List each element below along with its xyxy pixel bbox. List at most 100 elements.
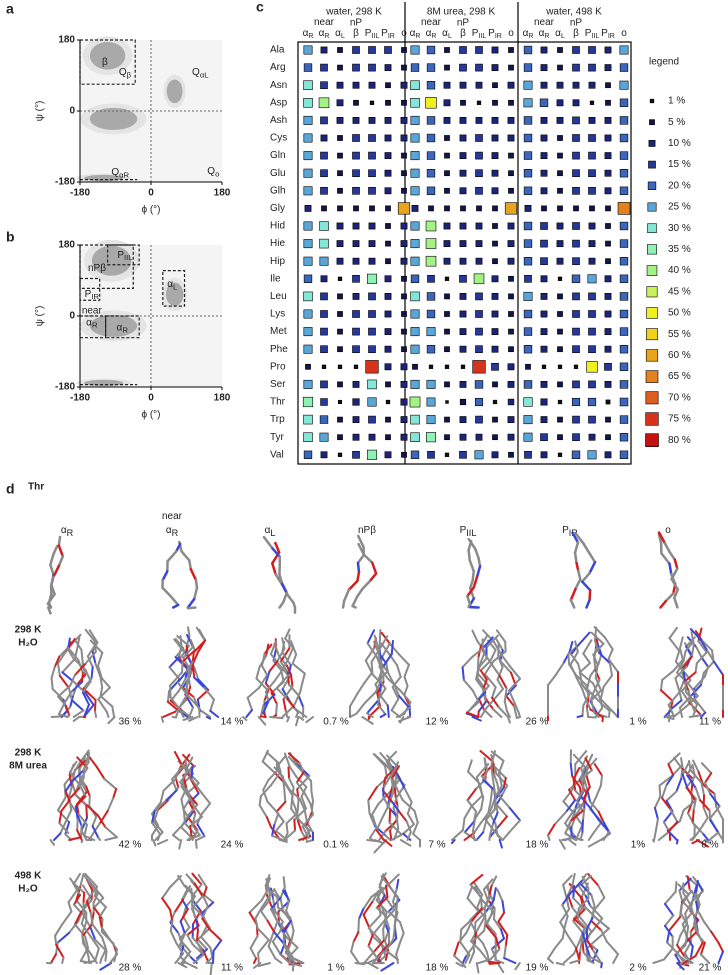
bond — [265, 886, 279, 899]
bond — [49, 563, 55, 577]
bond — [589, 795, 598, 811]
residue-title: Thr — [28, 482, 44, 493]
bond — [659, 689, 674, 702]
population-square — [572, 186, 580, 195]
bond — [295, 716, 300, 727]
bond — [300, 795, 308, 810]
residue-label: Gln — [270, 150, 286, 161]
bond — [693, 675, 707, 690]
bond — [50, 715, 63, 718]
bond — [668, 637, 681, 652]
population-square — [459, 398, 467, 406]
bond — [403, 685, 409, 697]
bond — [397, 775, 406, 790]
bond — [265, 816, 272, 828]
bond — [412, 821, 419, 835]
x-tick-label: 0 — [148, 188, 154, 199]
bond — [363, 671, 373, 684]
bond — [285, 592, 295, 605]
bond — [168, 874, 182, 889]
bond — [598, 651, 611, 665]
bond — [612, 953, 619, 964]
molecule — [46, 535, 65, 615]
bond — [593, 657, 597, 672]
population-square — [540, 116, 548, 124]
condition-label: H₂O — [18, 884, 38, 895]
population-square — [320, 310, 328, 318]
label: αR — [86, 317, 98, 330]
bond — [174, 647, 185, 659]
bond — [591, 820, 603, 836]
bond — [692, 703, 699, 716]
bond — [580, 776, 585, 791]
bond — [375, 829, 385, 841]
bond — [94, 710, 98, 718]
bond — [169, 671, 184, 687]
bond — [71, 770, 84, 783]
bond — [574, 750, 588, 766]
bond — [242, 716, 248, 722]
molecule — [341, 534, 378, 609]
population-square — [410, 291, 420, 302]
bond — [392, 926, 396, 941]
bond — [399, 921, 405, 935]
population-square — [459, 63, 467, 72]
bond — [262, 699, 270, 715]
molecule — [258, 749, 314, 843]
bond — [492, 829, 504, 841]
bond — [271, 940, 282, 956]
bond — [477, 556, 482, 568]
bond — [387, 873, 400, 886]
population-square — [444, 152, 450, 159]
bond — [472, 940, 476, 953]
bond — [562, 883, 568, 898]
population-square — [475, 433, 483, 441]
population-square — [400, 416, 408, 424]
bond — [482, 636, 494, 649]
bond — [186, 597, 196, 609]
population-square — [400, 240, 408, 248]
legend-swatch — [646, 328, 658, 341]
bond — [391, 888, 398, 903]
bond — [581, 941, 585, 954]
bond — [597, 653, 603, 666]
label: PIIL — [585, 28, 600, 40]
label-main: α — [86, 317, 92, 328]
label-sub: R — [528, 33, 533, 40]
population-square — [459, 274, 467, 283]
bond — [675, 777, 683, 793]
population-square — [523, 116, 533, 125]
bond — [691, 763, 696, 778]
bond — [583, 905, 598, 920]
bond — [607, 709, 611, 718]
population-square — [384, 328, 392, 336]
bond — [93, 906, 104, 921]
population-square — [573, 205, 579, 212]
population-square — [400, 116, 408, 124]
bond — [477, 701, 487, 713]
bond — [681, 655, 693, 670]
population-square — [444, 311, 450, 317]
population-square — [400, 257, 408, 265]
bond — [498, 771, 503, 787]
bond — [262, 535, 274, 550]
bond — [269, 716, 284, 720]
population-square — [337, 170, 343, 177]
bond — [182, 753, 195, 767]
population-square — [572, 327, 580, 336]
population-square — [540, 398, 548, 406]
bond — [664, 592, 675, 603]
bond — [382, 796, 392, 811]
bond — [581, 704, 585, 717]
bond — [395, 941, 402, 956]
population-square — [320, 292, 328, 301]
bond — [73, 658, 87, 671]
label-prefix: near — [534, 17, 555, 28]
label-sub: L — [173, 282, 178, 291]
population-square — [588, 345, 596, 354]
population-square — [305, 363, 311, 370]
population-square — [303, 133, 313, 143]
bond — [299, 768, 313, 782]
population-percent: 0.7 % — [323, 717, 349, 728]
bond — [398, 688, 412, 704]
